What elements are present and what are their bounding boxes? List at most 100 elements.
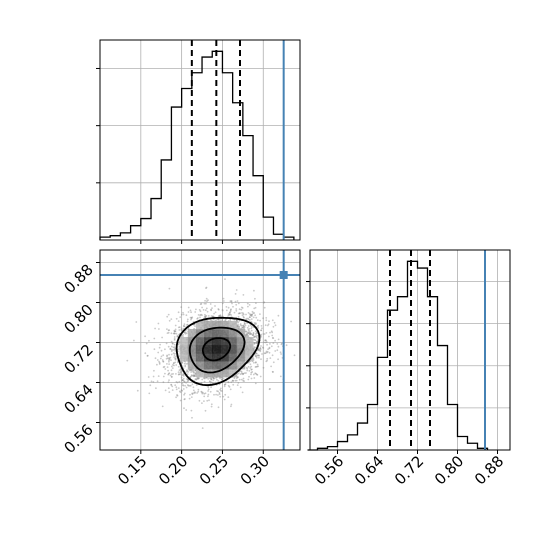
sample-point — [161, 359, 164, 361]
sample-point — [196, 392, 199, 394]
sample-point — [162, 354, 165, 357]
sample-point — [175, 332, 178, 335]
sample-point — [243, 372, 246, 374]
sample-point — [272, 342, 275, 344]
sample-point — [185, 386, 188, 389]
sample-point — [180, 376, 183, 379]
marginal-histogram-y — [306, 249, 511, 454]
sample-point — [290, 320, 292, 323]
sample-point — [254, 297, 256, 300]
sample-point — [178, 373, 180, 375]
sample-point — [222, 297, 225, 300]
sample-point — [257, 349, 260, 352]
sample-point — [191, 393, 194, 396]
sample-point — [217, 406, 220, 409]
sample-point — [201, 391, 203, 394]
sample-point — [243, 325, 246, 328]
sample-point — [183, 398, 186, 401]
sample-point — [220, 387, 222, 390]
sample-point — [201, 314, 203, 316]
sample-point — [200, 302, 203, 305]
ticks-top — [96, 67, 264, 244]
sample-point — [177, 326, 180, 329]
sample-point — [264, 324, 267, 327]
sample-point — [168, 359, 170, 361]
sample-point — [180, 313, 183, 316]
sample-point — [192, 386, 195, 389]
sample-point — [263, 352, 266, 355]
sample-point — [259, 319, 261, 322]
sample-point — [239, 312, 241, 315]
sample-point — [215, 377, 217, 379]
sample-point — [224, 393, 227, 396]
sample-point — [228, 313, 231, 316]
sample-point — [209, 380, 212, 383]
sample-point — [199, 316, 201, 319]
density-cell — [179, 337, 189, 346]
density-cell — [195, 337, 205, 346]
sample-point — [146, 355, 149, 357]
sample-point — [243, 326, 246, 329]
sample-point — [274, 339, 276, 342]
sample-point — [167, 345, 170, 348]
sample-point — [198, 377, 201, 380]
sample-point — [267, 323, 270, 326]
sample-point — [257, 365, 259, 368]
sample-point — [239, 323, 242, 325]
sample-point — [203, 395, 206, 398]
ticks-2d — [96, 262, 264, 454]
sample-point — [175, 381, 178, 383]
sample-point — [237, 327, 240, 330]
sample-point — [281, 342, 283, 345]
sample-point — [182, 313, 185, 316]
sample-point — [174, 328, 177, 331]
sample-point — [197, 390, 200, 393]
sample-point — [169, 374, 172, 377]
density-cell — [204, 321, 213, 330]
sample-point — [227, 314, 230, 317]
sample-point — [241, 307, 244, 309]
sample-point — [247, 312, 250, 314]
x-tick-label: 0.88 — [471, 452, 507, 488]
sample-point — [266, 359, 268, 362]
sample-point — [252, 373, 255, 376]
sample-point — [170, 375, 173, 378]
density-cell — [228, 345, 238, 354]
sample-point — [182, 335, 184, 338]
sample-point — [212, 315, 215, 318]
sample-point — [240, 306, 243, 309]
sample-point — [221, 378, 223, 381]
y-tick-label: 0.88 — [60, 261, 96, 297]
sample-point — [265, 351, 268, 354]
density-cell — [228, 321, 238, 330]
sample-point — [215, 393, 218, 396]
sample-point — [154, 357, 157, 360]
sample-point — [262, 301, 265, 304]
sample-point — [231, 379, 234, 382]
density-cell — [220, 337, 229, 346]
sample-point — [183, 407, 185, 410]
sample-point — [168, 360, 170, 363]
sample-point — [146, 354, 149, 357]
sample-point — [177, 373, 180, 376]
sample-point — [246, 334, 249, 336]
density-cell — [187, 353, 197, 362]
sample-point — [183, 331, 186, 334]
sample-point — [238, 308, 241, 311]
sample-point — [171, 367, 174, 369]
sample-point — [183, 325, 185, 327]
sample-point — [210, 405, 213, 408]
sample-point — [250, 377, 253, 380]
sample-point — [189, 369, 192, 371]
sample-point — [217, 308, 220, 310]
sample-point — [133, 339, 135, 342]
sample-point — [238, 326, 240, 328]
sample-point — [186, 370, 189, 373]
sample-point — [158, 363, 161, 365]
sample-point — [243, 321, 246, 324]
sample-point — [172, 332, 175, 335]
sample-point — [253, 289, 255, 292]
sample-point — [153, 337, 156, 340]
sample-point — [248, 361, 250, 364]
sample-point — [263, 341, 265, 344]
